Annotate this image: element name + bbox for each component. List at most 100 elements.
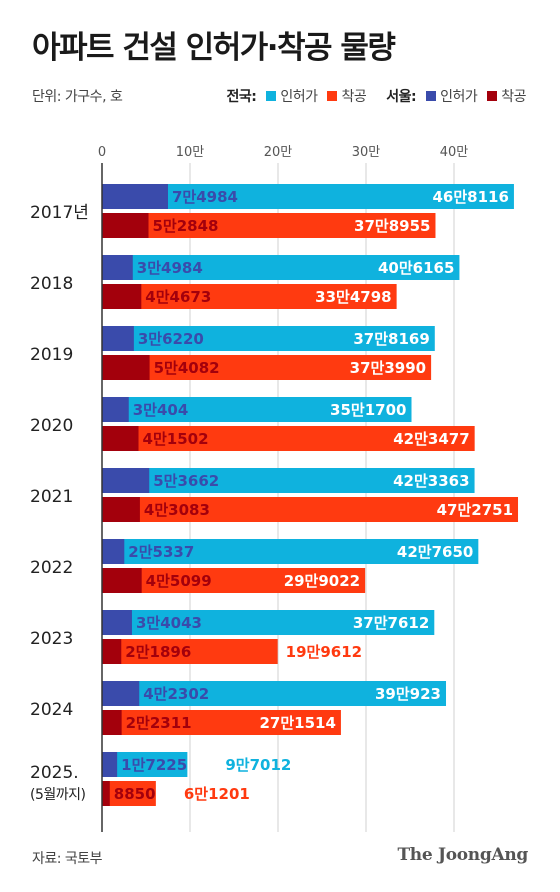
bar-national-permit xyxy=(102,681,447,706)
bar-national-permit xyxy=(102,539,479,564)
data-label-national-start: 42만3477 xyxy=(393,430,469,448)
data-label-national-permit: 42만7650 xyxy=(397,543,473,561)
bar-national-start xyxy=(102,568,366,593)
legend-seoul-permit-swatch xyxy=(426,91,437,101)
bar-national-permit xyxy=(102,184,514,209)
bar-national-start xyxy=(102,426,475,451)
bar-seoul-permit xyxy=(102,255,133,280)
legend-seoul-label: 서울: xyxy=(386,89,417,105)
data-label-seoul-permit: 3만404 xyxy=(133,401,189,419)
data-label-national-permit: 46만8116 xyxy=(433,188,509,206)
category-label: 2017년 xyxy=(30,203,89,223)
legend-seoul-start-label: 착공 xyxy=(501,89,526,105)
data-label-seoul-permit: 3만4984 xyxy=(137,259,203,277)
category-label: 2020 xyxy=(30,416,73,436)
data-label-national-permit: 37만8169 xyxy=(353,330,429,348)
category-label: 2024 xyxy=(30,700,73,720)
source-note: 자료: 국토부 xyxy=(32,851,103,867)
data-label-seoul-start: 4만5099 xyxy=(146,572,212,590)
data-label-seoul-start: 8850 xyxy=(114,785,156,803)
bar-national-start xyxy=(102,355,432,380)
bar-seoul-permit xyxy=(102,397,129,422)
bar-seoul-permit xyxy=(102,681,140,706)
bar-national-permit xyxy=(102,326,435,351)
legend-seoul-start-swatch xyxy=(487,91,498,101)
data-label-seoul-permit: 2만5337 xyxy=(128,543,194,561)
data-label-seoul-permit: 5만3662 xyxy=(153,472,219,490)
data-label-seoul-permit: 4만2302 xyxy=(143,685,209,703)
data-label-national-permit: 35만1700 xyxy=(330,401,406,419)
data-label-seoul-permit: 7만4984 xyxy=(172,188,238,206)
bar-national-start xyxy=(102,781,156,806)
data-label-seoul-start: 2만1896 xyxy=(125,643,191,661)
bar-national-permit xyxy=(102,468,475,493)
data-label-national-start: 19만9612 xyxy=(286,643,362,661)
x-tick-label: 20만 xyxy=(264,145,293,160)
data-label-seoul-start: 4만3083 xyxy=(144,501,210,519)
x-tick-label: 30만 xyxy=(352,145,381,160)
data-label-national-start: 47만2751 xyxy=(437,501,513,519)
bar-seoul-permit xyxy=(102,326,134,351)
data-label-national-permit: 40만6165 xyxy=(378,259,454,277)
data-label-national-start: 27만1514 xyxy=(259,714,335,732)
data-label-seoul-permit: 3만6220 xyxy=(138,330,204,348)
x-tick-label: 40만 xyxy=(440,145,469,160)
bar-seoul-start xyxy=(102,213,149,238)
data-label-national-permit: 42만3363 xyxy=(393,472,469,490)
bar-national-start xyxy=(102,284,397,309)
data-label-national-start: 37만3990 xyxy=(350,359,426,377)
bar-national-start xyxy=(102,497,519,522)
data-label-national-start: 6만1201 xyxy=(184,785,250,803)
data-label-seoul-start: 4만1502 xyxy=(143,430,209,448)
legend-national-start-label: 착공 xyxy=(341,89,367,105)
category-label: 2025. xyxy=(30,763,79,783)
bar-seoul-start xyxy=(102,568,142,593)
category-label: 2018 xyxy=(30,274,73,294)
data-label-seoul-permit: 1만7225 xyxy=(121,756,187,774)
category-label: 2023 xyxy=(30,629,73,649)
bar-seoul-permit xyxy=(102,752,118,777)
bar-seoul-start xyxy=(102,781,110,806)
data-label-seoul-start: 4만4673 xyxy=(145,288,211,306)
bar-national-permit xyxy=(102,255,460,280)
bar-seoul-start xyxy=(102,355,150,380)
category-label: 2021 xyxy=(30,487,73,507)
data-label-national-permit: 9만7012 xyxy=(225,756,291,774)
data-label-seoul-start: 5만4082 xyxy=(154,359,220,377)
legend-national-permit-label: 인허가 xyxy=(280,89,318,105)
data-label-seoul-start: 5만2848 xyxy=(153,217,219,235)
data-label-seoul-permit: 3만4043 xyxy=(136,614,202,632)
bar-seoul-permit xyxy=(102,610,132,635)
data-label-national-permit: 39만923 xyxy=(375,685,441,703)
legend: 전국: 인허가 착공 서울: 인허가 착공 xyxy=(226,86,532,106)
category-label: 2019 xyxy=(30,345,73,365)
data-label-national-start: 29만9022 xyxy=(284,572,360,590)
brand-logo: The JoongAng xyxy=(397,845,528,865)
category-label: (5월까지) xyxy=(30,787,86,803)
legend-national-start-swatch xyxy=(327,91,338,101)
bar-national-start xyxy=(102,213,436,238)
bar-seoul-permit xyxy=(102,468,150,493)
x-tick-label: 10만 xyxy=(176,145,205,160)
bar-seoul-permit xyxy=(102,184,168,209)
bar-seoul-start xyxy=(102,639,122,664)
bar-seoul-start xyxy=(102,426,139,451)
legend-seoul-permit-label: 인허가 xyxy=(440,89,478,105)
data-label-national-permit: 37만7612 xyxy=(353,614,429,632)
bar-seoul-start xyxy=(102,284,142,309)
unit-label: 단위: 가구수, 호 xyxy=(32,89,123,105)
legend-national-label: 전국: xyxy=(226,89,257,105)
bar-national-permit xyxy=(102,610,435,635)
data-label-seoul-start: 2만2311 xyxy=(126,714,192,732)
bar-seoul-permit xyxy=(102,539,125,564)
x-tick-label: 0 xyxy=(98,145,106,160)
bar-national-start xyxy=(102,639,278,664)
data-label-national-start: 33만4798 xyxy=(315,288,391,306)
bar-seoul-start xyxy=(102,497,140,522)
data-label-national-start: 37만8955 xyxy=(354,217,430,235)
legend-national-permit-swatch xyxy=(266,91,277,101)
bar-national-permit xyxy=(102,397,412,422)
bar-national-start xyxy=(102,710,341,735)
category-label: 2022 xyxy=(30,558,73,578)
